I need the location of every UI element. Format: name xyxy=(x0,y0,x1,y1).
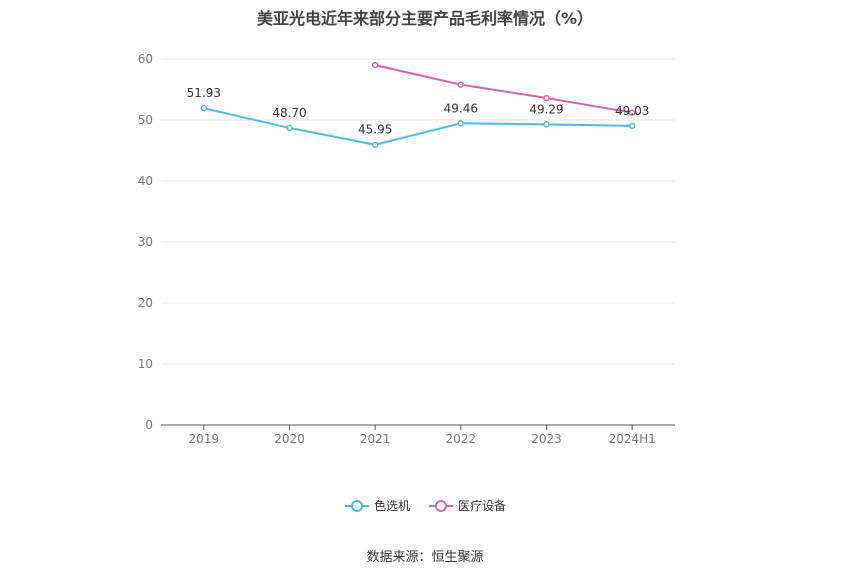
x-tick-label: 2023 xyxy=(531,432,562,446)
data-point xyxy=(543,121,550,128)
x-tick-label: 2021 xyxy=(360,432,391,446)
data-label: 49.29 xyxy=(529,102,563,116)
x-tick-label: 2019 xyxy=(189,432,220,446)
series-line-1 xyxy=(374,64,633,114)
data-point xyxy=(371,61,379,69)
data-label: 49.46 xyxy=(444,101,478,115)
data-label: 51.93 xyxy=(187,86,221,100)
y-tick-label: 20 xyxy=(138,296,153,310)
data-point xyxy=(543,94,550,102)
legend-label: 色选机 xyxy=(373,499,410,513)
x-axis: 2019 2020 2021 2022 2023 2024H1 xyxy=(161,424,675,446)
data-point xyxy=(628,122,636,130)
series-line-0 xyxy=(203,107,633,146)
data-point xyxy=(457,120,465,127)
x-tick-label: 2020 xyxy=(274,432,305,446)
x-tick-label: 2022 xyxy=(446,432,477,446)
data-label: 45.95 xyxy=(358,123,392,137)
y-tick-label: 30 xyxy=(138,235,153,249)
data-point xyxy=(200,104,208,112)
grid-lines xyxy=(161,58,675,365)
legend-label: 医疗设备 xyxy=(458,499,507,513)
data-point xyxy=(286,124,293,132)
data-label: 48.70 xyxy=(272,106,306,120)
legend: 色选机 医疗设备 xyxy=(0,497,850,514)
y-axis: 0 10 20 30 40 50 60 xyxy=(138,52,153,432)
x-tick-label: 2024H1 xyxy=(609,432,656,446)
data-source: 数据来源：恒生聚源 xyxy=(366,550,484,565)
y-tick-label: 10 xyxy=(138,357,153,371)
data-point xyxy=(457,81,465,88)
series-group xyxy=(200,61,636,148)
data-labels: 51.93 48.70 45.95 49.46 49.29 49.03 xyxy=(187,86,650,136)
legend-item-1[interactable]: 医疗设备 xyxy=(428,497,506,514)
chart-title: 美亚光电近年来部分主要产品毛利率情况（%） xyxy=(256,9,594,28)
data-point xyxy=(371,141,379,148)
legend-item-0[interactable]: 色选机 xyxy=(344,497,410,514)
y-tick-label: 40 xyxy=(138,174,153,188)
data-label: 49.03 xyxy=(615,104,649,118)
y-tick-label: 50 xyxy=(138,113,153,127)
y-tick-label: 60 xyxy=(138,52,153,66)
data-point xyxy=(628,109,636,116)
legend-marker-icon xyxy=(344,499,369,512)
y-tick-label: 0 xyxy=(145,418,153,432)
legend-marker-icon xyxy=(429,499,453,512)
